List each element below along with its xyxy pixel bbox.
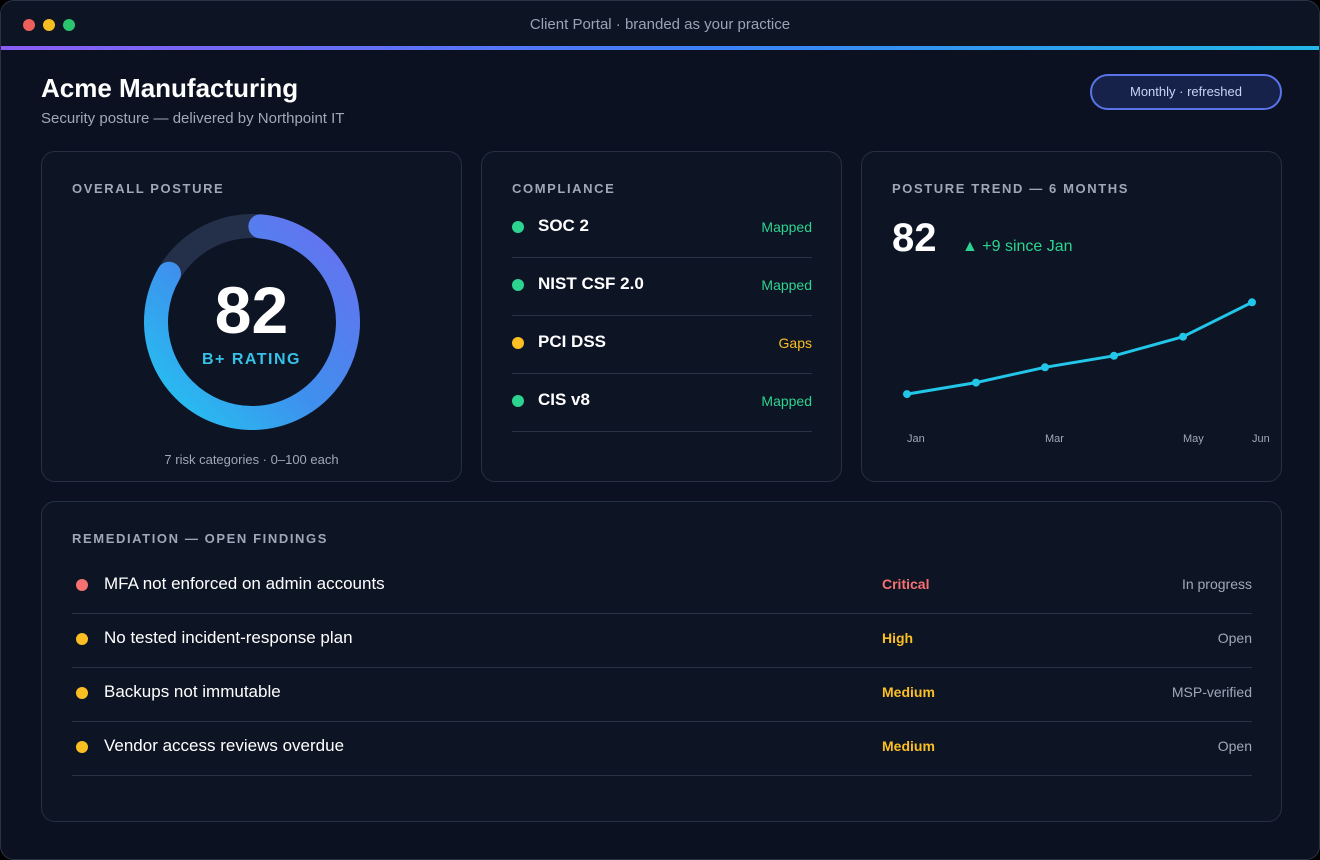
finding-row[interactable]: Backups not immutable Medium MSP-verifie…	[72, 668, 1252, 722]
posture-gauge	[144, 214, 360, 430]
framework-name: NIST CSF 2.0	[538, 274, 644, 293]
minimize-window-button[interactable]	[43, 19, 55, 31]
trend-data-point[interactable]	[972, 378, 980, 387]
finding-status: MSP-verified	[1171, 684, 1252, 700]
finding-title: MFA not enforced on admin accounts	[104, 574, 385, 593]
client-name: Acme Manufacturing	[41, 73, 299, 103]
compliance-row[interactable]: CIS v8 Mapped	[512, 374, 812, 432]
finding-title: No tested incident-response plan	[104, 628, 353, 647]
framework-name: PCI DSS	[538, 332, 607, 351]
x-tick-label: May	[1183, 433, 1204, 445]
card-label: POSTURE TREND — 6 MONTHS	[892, 181, 1130, 196]
gauge-fill	[144, 214, 360, 430]
period-badge[interactable]: Monthly · refreshed	[1090, 74, 1282, 110]
trend-delta: ▲ +9 since Jan	[962, 238, 1073, 255]
card-label: REMEDIATION — OPEN FINDINGS	[72, 531, 329, 546]
framework-status: Gaps	[778, 335, 812, 351]
posture-trend-card: Jan Mar May Jun POSTURE TREND — 6 MONTHS 82…	[861, 151, 1282, 482]
finding-severity: Critical	[882, 576, 930, 592]
finding-row[interactable]: Vendor access reviews overdue Medium Ope…	[72, 722, 1252, 776]
compliance-card: COMPLIANCE SOC 2 Mapped NIST CSF 2.0 Map…	[481, 151, 842, 482]
finding-status: In progress	[1181, 576, 1252, 592]
trend-series-line	[906, 300, 1253, 396]
finding-status: Open	[1217, 630, 1252, 646]
severity-dot	[76, 687, 88, 699]
trend-data-point[interactable]	[903, 390, 911, 399]
remediation-card: REMEDIATION — OPEN FINDINGS MFA not enfo…	[41, 501, 1282, 822]
compliance-row[interactable]: SOC 2 Mapped	[512, 200, 812, 258]
framework-status: Mapped	[761, 393, 812, 409]
brand-accent-bar	[1, 46, 1319, 50]
trend-current-score: 82	[892, 216, 937, 260]
finding-row[interactable]: No tested incident-response plan High Op…	[72, 614, 1252, 668]
posture-rating: B+ RATING	[202, 351, 301, 368]
posture-footnote: 7 risk categories · 0–100 each	[164, 452, 339, 467]
status-dot	[512, 221, 524, 233]
card-label: COMPLIANCE	[512, 181, 616, 196]
page-subtitle: Security posture — delivered by Northpoi…	[41, 110, 345, 127]
x-tick-label: Jan	[907, 433, 925, 445]
card-label: OVERALL POSTURE	[72, 181, 225, 196]
compliance-row[interactable]: PCI DSS Gaps	[512, 316, 812, 374]
x-tick-label: Mar	[1045, 433, 1064, 445]
severity-dot	[76, 741, 88, 753]
severity-dot	[76, 633, 88, 645]
finding-title: Backups not immutable	[104, 682, 281, 701]
posture-score: 82	[214, 273, 289, 347]
finding-severity: Medium	[882, 738, 935, 754]
compliance-row[interactable]: NIST CSF 2.0 Mapped	[512, 258, 812, 316]
finding-severity: Medium	[882, 684, 935, 700]
title-bar: Client Portal · branded as your practice	[1, 1, 1319, 47]
trend-data-point[interactable]	[1041, 363, 1049, 372]
trend-data-point[interactable]	[1248, 298, 1256, 307]
status-dot	[512, 337, 524, 349]
overall-posture-card: OVERALL POSTURE 82 B+ RATING 7 risk cate…	[41, 151, 462, 482]
trend-line-chart: Jan Mar May Jun	[903, 298, 1270, 445]
trend-data-point[interactable]	[1179, 332, 1187, 341]
maximize-window-button[interactable]	[63, 19, 75, 31]
x-tick-label: Jun	[1252, 433, 1270, 445]
framework-status: Mapped	[761, 219, 812, 235]
framework-name: CIS v8	[538, 390, 590, 409]
window-title: Client Portal · branded as your practice	[529, 16, 791, 33]
trend-data-point[interactable]	[1110, 351, 1118, 360]
status-dot	[512, 395, 524, 407]
finding-status: Open	[1217, 738, 1252, 754]
close-window-button[interactable]	[23, 19, 35, 31]
severity-dot	[76, 579, 88, 591]
finding-title: Vendor access reviews overdue	[104, 736, 345, 755]
status-dot	[512, 279, 524, 291]
framework-name: SOC 2	[538, 216, 590, 235]
finding-row[interactable]: MFA not enforced on admin accounts Criti…	[72, 560, 1252, 614]
finding-severity: High	[882, 630, 914, 646]
framework-status: Mapped	[761, 277, 812, 293]
